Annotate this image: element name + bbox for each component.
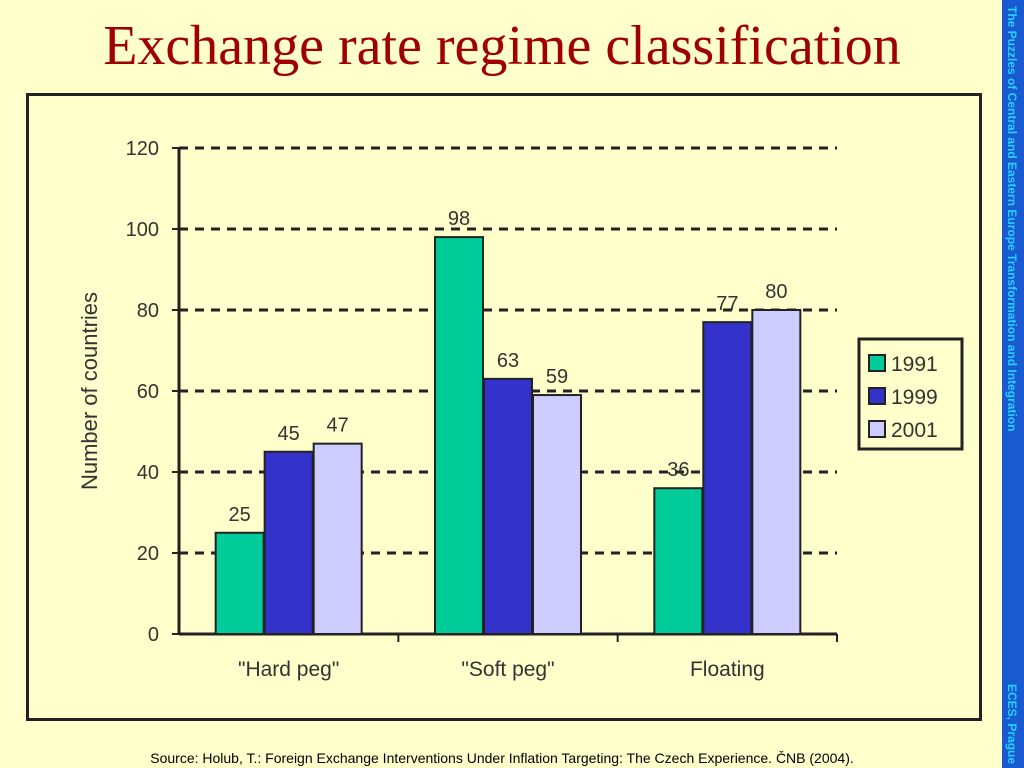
legend-label: 1999	[891, 386, 938, 409]
legend-label: 2001	[891, 419, 938, 442]
bar	[751, 309, 802, 635]
data-label: 45	[278, 423, 300, 445]
data-label: 63	[497, 350, 519, 372]
legend-swatch	[868, 420, 886, 438]
data-label: 59	[546, 366, 568, 388]
legend-swatch	[868, 387, 886, 405]
y-tick-label: 0	[148, 624, 159, 646]
x-category-label: "Hard peg"	[238, 658, 339, 681]
legend-label: 1991	[891, 353, 938, 376]
bar-chart: 0 20 40 60 80 100 120 Number of countries 25 45 47…	[77, 138, 964, 681]
bar	[702, 321, 753, 635]
y-tick-label: 80	[137, 300, 159, 322]
y-tick-label: 100	[126, 219, 159, 241]
legend-swatch	[868, 354, 886, 372]
side-strip-text: The Puzzles of Central and Eastern Europ…	[1005, 6, 1019, 432]
data-label: 77	[716, 293, 738, 315]
y-tick-label: 20	[137, 543, 159, 565]
y-axis-label: Number of countries	[77, 292, 102, 490]
data-label: 47	[327, 415, 349, 437]
bar	[532, 394, 582, 635]
data-label: 36	[667, 459, 689, 481]
bar	[312, 442, 363, 635]
x-category-label: Floating	[690, 658, 765, 681]
data-label: 80	[765, 281, 787, 303]
y-tick-label: 120	[126, 138, 159, 160]
side-strip-footer: ECES, Prague	[1005, 683, 1019, 764]
bar	[483, 377, 533, 635]
data-label: 98	[448, 208, 470, 230]
slide-title: Exchange rate regime classification	[103, 15, 901, 77]
bar	[653, 487, 704, 636]
y-tick-label: 40	[137, 462, 159, 484]
chart-frame: 0 20 40 60 80 100 120 Number of countries 25 45 47…	[26, 93, 982, 721]
y-tick-label: 60	[137, 381, 159, 403]
side-strip: The Puzzles of Central and Eastern Europ…	[1002, 0, 1024, 768]
source-note: Source: Holub, T.: Foreign Exchange Inte…	[150, 750, 854, 766]
bar	[434, 236, 484, 635]
bar	[214, 531, 265, 635]
bar	[263, 450, 314, 635]
data-label: 25	[229, 504, 251, 526]
x-category-label: "Soft peg"	[461, 658, 554, 681]
